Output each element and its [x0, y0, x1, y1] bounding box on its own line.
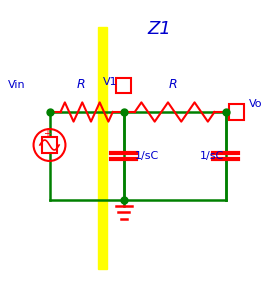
- FancyBboxPatch shape: [229, 104, 244, 119]
- Text: 1/sC: 1/sC: [200, 151, 224, 161]
- Text: 1/sC: 1/sC: [135, 151, 159, 161]
- FancyBboxPatch shape: [116, 78, 131, 93]
- Text: Vin: Vin: [8, 79, 25, 90]
- Text: Z1: Z1: [148, 21, 171, 39]
- Bar: [98, 27, 107, 269]
- FancyBboxPatch shape: [42, 137, 57, 153]
- Text: V1: V1: [103, 77, 117, 87]
- Text: R: R: [169, 78, 178, 91]
- Text: Vo: Vo: [249, 99, 263, 109]
- Text: +: +: [43, 129, 51, 139]
- Text: R: R: [77, 78, 86, 91]
